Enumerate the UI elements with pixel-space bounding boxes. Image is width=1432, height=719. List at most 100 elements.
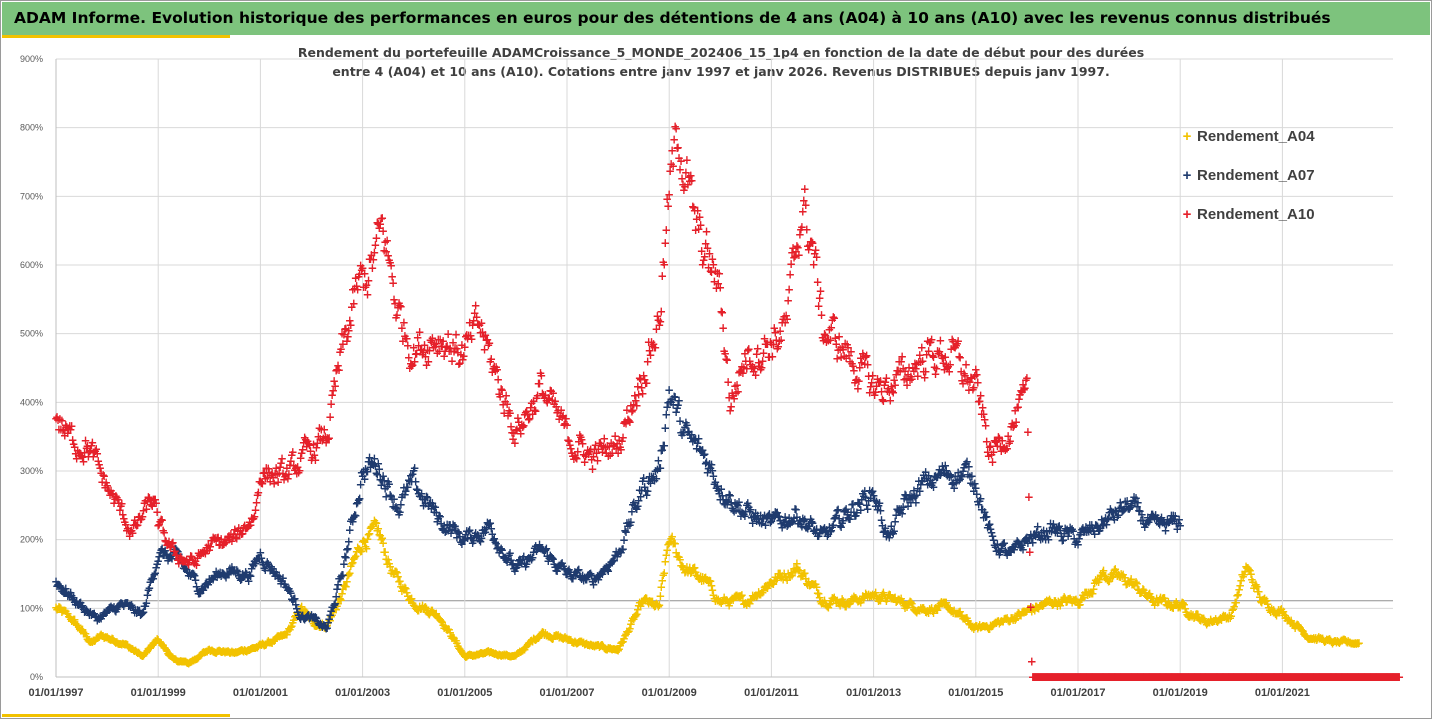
data-point: + (1020, 533, 1030, 547)
data-point: + (986, 620, 996, 634)
data-point: + (311, 619, 321, 633)
data-point: + (688, 561, 698, 575)
data-point: + (470, 649, 480, 663)
data-point: + (1021, 605, 1031, 619)
data-point: + (722, 594, 732, 608)
data-point: + (143, 583, 153, 597)
data-point: + (842, 508, 852, 522)
data-point: + (51, 600, 61, 614)
data-point: + (87, 635, 97, 649)
data-point: + (715, 492, 725, 506)
data-point: + (1293, 618, 1303, 632)
data-point: + (221, 645, 231, 659)
data-point: + (920, 603, 930, 617)
data-point: + (191, 579, 201, 593)
data-point: + (1325, 632, 1335, 646)
data-point: + (571, 569, 581, 583)
data-point: + (615, 545, 625, 559)
data-point: + (753, 509, 763, 523)
data-point: + (501, 553, 511, 567)
data-point: + (560, 563, 570, 577)
data-point: + (468, 536, 478, 550)
data-point: + (422, 491, 432, 505)
data-point: + (495, 648, 505, 662)
data-point: + (618, 542, 628, 556)
data-point: + (713, 484, 723, 498)
page-title: ADAM Informe. Evolution historique des p… (14, 9, 1331, 27)
data-point: + (379, 545, 389, 559)
data-point: + (401, 581, 411, 595)
data-point: + (844, 597, 854, 611)
accent-bar-top (2, 35, 230, 38)
data-point: + (410, 599, 420, 613)
data-point: + (224, 566, 234, 580)
data-point: + (784, 511, 794, 525)
data-point: + (431, 607, 441, 621)
data-point: + (78, 602, 88, 616)
data-point: + (847, 497, 857, 511)
data-point: + (336, 569, 346, 583)
data-point: + (1082, 585, 1092, 599)
data-point: + (839, 597, 849, 611)
data-point: + (984, 518, 994, 532)
data-point: + (502, 648, 512, 662)
data-point: + (716, 596, 726, 610)
data-point: + (742, 498, 752, 512)
data-point: + (1353, 637, 1363, 651)
data-point: + (531, 633, 541, 647)
data-point: + (81, 630, 91, 644)
data-point: + (347, 512, 357, 526)
data-point: + (969, 484, 979, 498)
data-point: + (610, 642, 620, 656)
data-point: + (483, 517, 493, 531)
data-point: + (1064, 592, 1074, 606)
data-point: + (627, 614, 637, 628)
data-point: + (924, 606, 934, 620)
data-point: + (944, 470, 954, 484)
data-point: + (586, 638, 596, 652)
data-point: + (712, 594, 722, 608)
data-point: + (103, 632, 113, 646)
data-point: + (367, 519, 377, 533)
data-point: + (842, 595, 852, 609)
data-point: + (268, 566, 278, 580)
data-point: + (216, 569, 226, 583)
data-point: + (1035, 599, 1045, 613)
data-point: + (1264, 601, 1274, 615)
legend-label-a07: Rendement_A07 (1197, 167, 1315, 184)
data-point: + (196, 582, 206, 596)
data-point: + (656, 580, 666, 594)
data-point: + (963, 468, 973, 482)
data-point: + (98, 629, 108, 643)
data-point: + (331, 589, 341, 603)
data-point: + (958, 611, 968, 625)
data-point: + (104, 632, 114, 646)
data-point: + (759, 509, 769, 523)
data-point: + (484, 645, 494, 659)
data-point: + (889, 524, 899, 538)
data-point: + (855, 497, 865, 511)
data-point: + (539, 544, 549, 558)
data-point: + (381, 552, 391, 566)
data-point: + (682, 153, 692, 167)
data-point: + (583, 569, 593, 583)
data-point: + (587, 639, 597, 653)
data-point: + (238, 567, 248, 581)
data-point: + (776, 517, 786, 531)
data-point: + (407, 592, 417, 606)
data-point: + (756, 588, 766, 602)
data-point: + (985, 522, 995, 536)
data-point: + (932, 470, 942, 484)
data-point: + (888, 592, 898, 606)
data-point: + (758, 583, 768, 597)
data-point: + (923, 604, 933, 618)
data-point: + (488, 533, 498, 547)
data-point: + (1127, 578, 1137, 592)
data-point: + (871, 499, 881, 513)
data-point: + (389, 492, 399, 506)
data-point: + (439, 518, 449, 532)
data-point: + (724, 488, 734, 502)
data-point: + (430, 608, 440, 622)
data-point: + (909, 483, 919, 497)
data-point: + (228, 563, 238, 577)
